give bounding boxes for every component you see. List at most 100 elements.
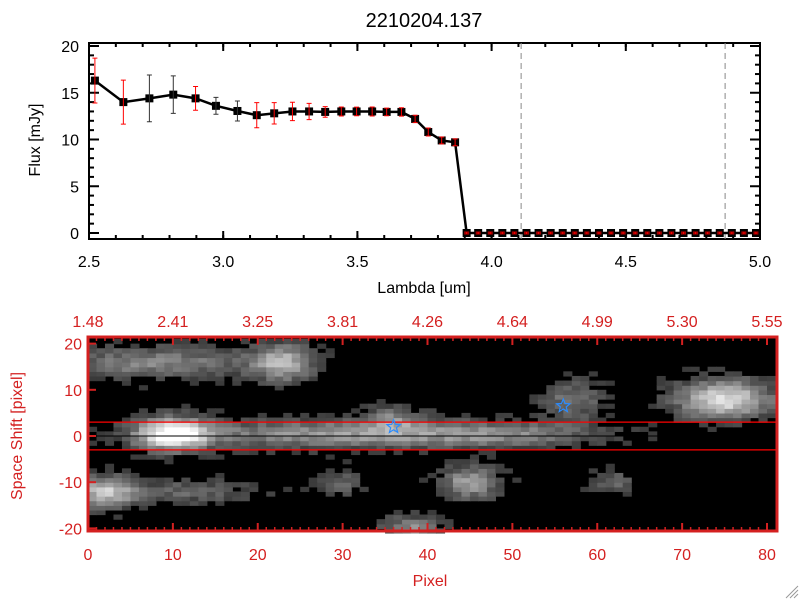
- heatmap-cell: [300, 445, 310, 451]
- error-bar: [523, 231, 529, 235]
- heatmap-cell: [452, 482, 463, 488]
- heatmap-cell: [520, 436, 530, 442]
- heatmap-cell: [741, 399, 751, 405]
- heatmap-cell: [164, 366, 174, 372]
- heatmap-cell: [198, 371, 208, 377]
- error-bar: [741, 231, 747, 235]
- heatmap-cell: [529, 422, 539, 428]
- heatmap-cell: [164, 445, 174, 451]
- heatmap-cell: [342, 486, 352, 493]
- heatmap-cell: [232, 482, 242, 488]
- heatmap-cell: [317, 482, 327, 488]
- heatmap-cell: [223, 440, 233, 446]
- heatmap-cell: [393, 509, 403, 516]
- heatmap-cell: [419, 417, 429, 423]
- heatmap-cell: [88, 468, 98, 474]
- heatmap-cell: [155, 477, 165, 483]
- heatmap-cell: [563, 394, 573, 400]
- heatmap-cell: [249, 426, 259, 432]
- heatmap-cell: [88, 371, 98, 377]
- heatmap-cell: [189, 375, 199, 382]
- error-bar: [475, 231, 481, 235]
- heatmap-cell: [240, 445, 250, 451]
- heatmap-cell: [325, 422, 335, 428]
- heatmap-cell: [631, 426, 641, 432]
- heatmap-cell: [724, 399, 734, 405]
- heatmap-cell: [274, 380, 284, 386]
- heatmap-cell: [580, 426, 590, 432]
- heatmap-cell: [452, 491, 463, 497]
- heatmap-cell: [189, 362, 199, 368]
- heatmap-cell: [240, 417, 250, 423]
- heatmap-cell: [291, 343, 301, 349]
- top-x-axis-label: Lambda [um]: [377, 280, 470, 297]
- heatmap-cell: [130, 417, 140, 423]
- heatmap-cell: [580, 375, 590, 382]
- heatmap-cell: [232, 422, 242, 428]
- heatmap-cell: [189, 440, 199, 446]
- heatmap-cell: [368, 449, 378, 456]
- heatmap-cell: [300, 436, 310, 442]
- heatmap-cell: [147, 348, 157, 354]
- heatmap-cell: [147, 366, 157, 372]
- heatmap-cell: [385, 436, 395, 442]
- heatmap-cell: [189, 445, 199, 451]
- heatmap-cell: [597, 436, 607, 442]
- heatmap-cell: [206, 486, 216, 493]
- heatmap-cell: [402, 445, 412, 451]
- heatmap-cell: [614, 486, 624, 493]
- heatmap-cell: [690, 380, 700, 386]
- heatmap-cell: [147, 477, 157, 483]
- heatmap-cell: [435, 482, 446, 488]
- heatmap-cell: [597, 380, 607, 386]
- heatmap-cell: [232, 491, 242, 497]
- heatmap-cell: [121, 472, 132, 479]
- heatmap-cell: [605, 482, 615, 488]
- heatmap-cell: [223, 422, 233, 428]
- heatmap-cell: [359, 486, 369, 493]
- heatmap-cell: [308, 422, 318, 428]
- heatmap-cell: [478, 477, 488, 483]
- heatmap-cell: [699, 380, 709, 386]
- error-bar: [632, 231, 638, 235]
- heatmap-cell: [419, 408, 429, 414]
- heatmap-cell: [138, 352, 149, 359]
- heatmap-cell: [164, 491, 174, 497]
- x-tick-label: 50: [503, 547, 521, 564]
- heatmap-cell: [707, 426, 717, 432]
- heatmap-cell: [444, 482, 454, 488]
- heatmap-cell: [283, 362, 293, 368]
- heatmap-cell: [266, 362, 276, 368]
- heatmap-cell: [266, 431, 276, 437]
- heatmap-cell: [88, 426, 98, 432]
- resize-grip-icon[interactable]: [785, 585, 799, 599]
- heatmap-cell: [614, 482, 624, 488]
- heatmap-cell: [402, 431, 412, 437]
- heatmap-cell: [588, 389, 598, 396]
- heatmap-cell: [478, 436, 488, 442]
- heatmap-cell: [130, 440, 140, 446]
- heatmap-cell: [121, 440, 132, 446]
- heatmap-cell: [444, 472, 454, 479]
- heatmap-cell: [435, 417, 446, 423]
- heatmap-cell: [138, 366, 149, 372]
- heatmap-cell: [172, 431, 182, 437]
- x-tick-label: 4.5: [615, 254, 637, 271]
- heatmap-cell: [588, 408, 598, 414]
- heatmap-cell: [317, 440, 327, 446]
- heatmap-cell: [478, 472, 488, 479]
- heatmap-cell: [88, 491, 98, 497]
- heatmap-cell: [291, 426, 301, 432]
- heatmap-cell: [588, 482, 598, 488]
- heatmap-cell: [172, 491, 182, 497]
- y-tick-label: 5: [70, 179, 79, 196]
- heatmap-cell: [257, 426, 267, 432]
- heatmap-cell: [435, 486, 446, 493]
- heatmap-cell: [104, 366, 115, 372]
- heatmap-cell: [342, 440, 352, 446]
- error-bar: [668, 231, 674, 235]
- heatmap-cell: [113, 426, 123, 432]
- heatmap-cell: [181, 486, 191, 493]
- heatmap-cell: [206, 357, 216, 363]
- heatmap-cell: [469, 496, 480, 502]
